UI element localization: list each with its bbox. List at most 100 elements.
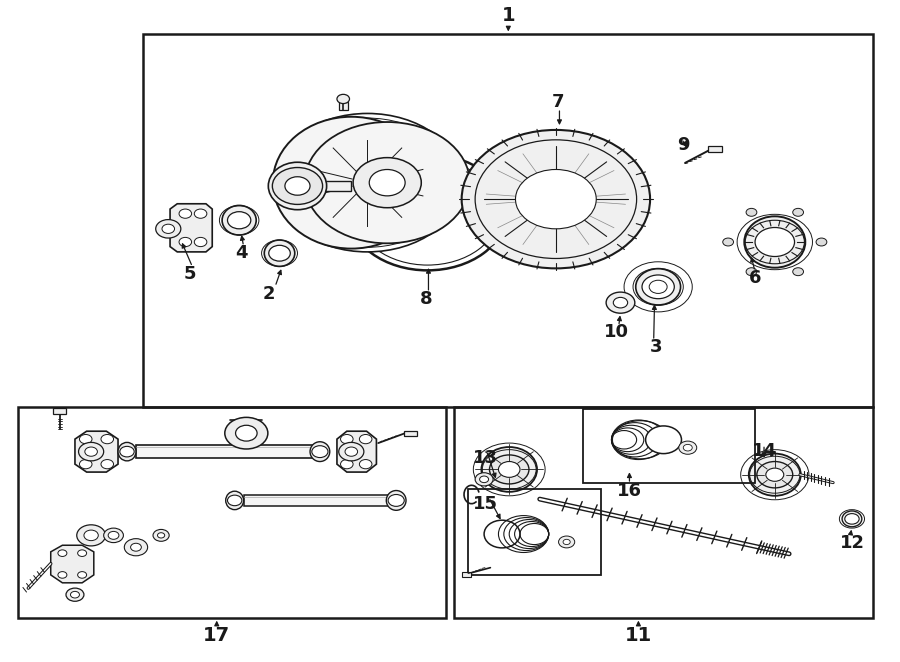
Circle shape	[793, 209, 804, 216]
Circle shape	[285, 177, 310, 195]
Circle shape	[345, 447, 357, 456]
Circle shape	[153, 530, 169, 542]
Text: 12: 12	[840, 534, 865, 552]
Circle shape	[683, 444, 692, 451]
Text: 13: 13	[473, 449, 499, 467]
Ellipse shape	[222, 205, 256, 235]
Circle shape	[340, 434, 353, 444]
Circle shape	[194, 238, 207, 247]
Text: 7: 7	[552, 93, 564, 111]
Circle shape	[274, 113, 462, 252]
Circle shape	[304, 122, 470, 244]
Circle shape	[499, 461, 520, 477]
Circle shape	[766, 468, 784, 481]
Circle shape	[679, 441, 697, 454]
Circle shape	[269, 246, 291, 261]
Ellipse shape	[482, 447, 537, 492]
Polygon shape	[75, 431, 118, 472]
Ellipse shape	[612, 420, 668, 459]
Circle shape	[547, 193, 565, 206]
Circle shape	[475, 473, 493, 486]
Circle shape	[76, 525, 105, 546]
Circle shape	[723, 238, 734, 246]
Text: 16: 16	[616, 481, 642, 500]
Circle shape	[755, 228, 795, 256]
Text: 3: 3	[650, 338, 662, 356]
Circle shape	[162, 224, 175, 234]
Circle shape	[158, 533, 165, 538]
Circle shape	[746, 209, 757, 216]
Circle shape	[79, 459, 92, 469]
Text: 6: 6	[749, 269, 761, 287]
Circle shape	[563, 540, 571, 545]
Ellipse shape	[265, 240, 295, 266]
FancyBboxPatch shape	[404, 430, 417, 436]
Circle shape	[388, 495, 404, 506]
Text: 14: 14	[752, 442, 777, 460]
FancyBboxPatch shape	[338, 102, 347, 110]
Circle shape	[311, 446, 328, 457]
Circle shape	[462, 130, 650, 268]
Circle shape	[490, 455, 529, 484]
Circle shape	[101, 459, 113, 469]
Circle shape	[613, 297, 627, 308]
Circle shape	[338, 442, 364, 461]
Circle shape	[108, 532, 119, 540]
Circle shape	[77, 571, 86, 578]
Ellipse shape	[842, 511, 862, 527]
Text: 4: 4	[236, 244, 248, 262]
Circle shape	[359, 459, 372, 469]
Circle shape	[225, 417, 268, 449]
Circle shape	[480, 476, 489, 483]
Circle shape	[516, 169, 596, 229]
Circle shape	[236, 425, 257, 441]
Polygon shape	[50, 545, 94, 583]
Text: 15: 15	[473, 495, 499, 512]
Circle shape	[58, 571, 67, 578]
Circle shape	[337, 95, 349, 103]
Ellipse shape	[484, 520, 520, 548]
Circle shape	[79, 434, 92, 444]
Ellipse shape	[386, 491, 406, 510]
Circle shape	[66, 588, 84, 601]
FancyBboxPatch shape	[298, 181, 351, 191]
Ellipse shape	[273, 117, 430, 249]
Ellipse shape	[645, 426, 681, 453]
Circle shape	[606, 292, 634, 313]
Circle shape	[101, 434, 113, 444]
Ellipse shape	[226, 491, 244, 510]
Text: 2: 2	[263, 285, 275, 303]
Circle shape	[194, 209, 207, 218]
Circle shape	[369, 169, 405, 196]
Circle shape	[179, 238, 192, 247]
FancyBboxPatch shape	[462, 571, 471, 577]
Circle shape	[273, 167, 322, 205]
Circle shape	[559, 536, 575, 548]
Circle shape	[353, 158, 421, 208]
Circle shape	[70, 591, 79, 598]
FancyBboxPatch shape	[53, 408, 66, 414]
Text: 10: 10	[604, 323, 628, 342]
Ellipse shape	[744, 216, 806, 267]
Circle shape	[757, 461, 793, 488]
Circle shape	[78, 442, 104, 461]
Circle shape	[348, 154, 507, 270]
Ellipse shape	[310, 442, 329, 461]
Circle shape	[649, 280, 667, 293]
Circle shape	[642, 275, 674, 299]
Polygon shape	[170, 204, 212, 252]
Circle shape	[156, 220, 181, 238]
Circle shape	[475, 140, 636, 258]
Circle shape	[228, 212, 251, 229]
Circle shape	[793, 267, 804, 275]
Text: 11: 11	[625, 626, 652, 645]
FancyBboxPatch shape	[707, 146, 722, 152]
FancyBboxPatch shape	[136, 445, 320, 458]
Circle shape	[179, 209, 192, 218]
Circle shape	[124, 539, 148, 556]
Circle shape	[538, 186, 574, 213]
Text: 8: 8	[420, 291, 433, 308]
Circle shape	[845, 514, 859, 524]
Circle shape	[120, 446, 134, 457]
Circle shape	[130, 544, 141, 551]
